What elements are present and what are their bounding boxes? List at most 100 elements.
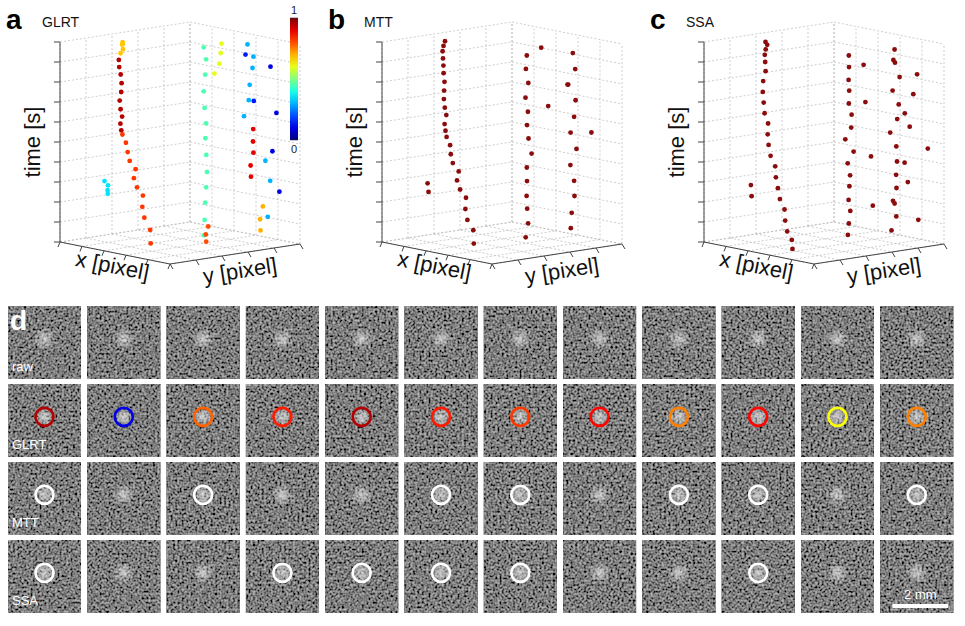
image-tile: [167, 540, 240, 613]
grid-line: [382, 182, 512, 202]
point: [776, 186, 781, 191]
particle-spot: [668, 484, 690, 506]
grid-line: [60, 182, 190, 202]
point: [203, 136, 208, 141]
point: [851, 149, 856, 154]
point: [526, 81, 531, 86]
grid-line: [112, 234, 222, 256]
particle-spot: [351, 484, 373, 506]
point: [265, 214, 270, 219]
grid-line: [190, 82, 300, 104]
point: [448, 152, 453, 157]
point: [843, 137, 848, 142]
grid-line: [578, 35, 579, 235]
grid-line: [190, 222, 300, 244]
grid-line: [726, 226, 856, 246]
point: [523, 95, 528, 100]
grid-line: [190, 162, 300, 184]
z-tick: [376, 222, 382, 223]
point: [895, 159, 900, 164]
image-tile: [325, 306, 398, 379]
point: [761, 100, 766, 105]
point: [105, 191, 110, 196]
image-noise: [642, 384, 715, 457]
particle-spot: [668, 562, 690, 584]
point: [245, 42, 250, 47]
particle-spot: [351, 328, 373, 350]
point: [251, 127, 256, 132]
point: [763, 47, 768, 52]
particle-spot: [192, 328, 214, 350]
point: [915, 72, 920, 77]
image-noise: [880, 306, 953, 379]
point: [465, 217, 470, 222]
image-tile: [8, 540, 81, 613]
point: [573, 98, 578, 103]
grid-line: [486, 226, 596, 248]
point: [116, 58, 121, 63]
detection-circle: [670, 408, 688, 426]
point: [118, 72, 123, 77]
image-tile: [405, 540, 478, 613]
z-tick: [54, 182, 60, 183]
image-noise: [801, 384, 874, 457]
point: [442, 97, 447, 102]
point: [529, 151, 534, 156]
particle-spot: [271, 484, 293, 506]
point: [895, 117, 900, 122]
point: [258, 217, 263, 222]
point: [783, 218, 788, 223]
y-tick: [300, 244, 303, 249]
colorbar-label: 0: [291, 143, 297, 155]
image-tile: [325, 540, 398, 613]
point: [846, 221, 851, 226]
point: [118, 51, 123, 56]
image-noise: [8, 306, 81, 379]
panel-letter: b: [328, 4, 345, 35]
point: [526, 221, 531, 226]
image-tile: [801, 540, 874, 613]
image-noise: [722, 306, 795, 379]
grid-line: [704, 102, 834, 122]
grid-line: [704, 82, 834, 102]
point: [768, 153, 773, 158]
grid-line: [382, 42, 512, 62]
image-noise: [722, 540, 795, 613]
image-noise: [325, 462, 398, 535]
grid-line: [512, 82, 622, 104]
detection-circle: [432, 486, 450, 504]
x-tick: [702, 242, 704, 247]
grid-line: [190, 22, 300, 44]
point: [525, 179, 530, 184]
particle-spot: [34, 562, 56, 584]
grid-line: [382, 102, 512, 122]
detection-circle: [273, 564, 291, 582]
y-tick: [814, 264, 817, 269]
particle-spot: [589, 406, 611, 428]
grid-line: [704, 222, 834, 242]
image-tile: [642, 540, 715, 613]
grid-line: [512, 142, 622, 164]
particle-spot: [747, 406, 769, 428]
grid-line: [704, 162, 834, 182]
point: [749, 183, 754, 188]
image-tile: [405, 384, 478, 457]
point: [251, 54, 256, 59]
grid-line: [382, 202, 512, 222]
point: [132, 176, 137, 181]
point: [572, 114, 577, 119]
point: [790, 247, 795, 252]
z-tick: [698, 222, 704, 223]
image-noise: [484, 306, 557, 379]
particle-spot: [113, 562, 135, 584]
point: [426, 190, 431, 195]
particle-spot: [113, 328, 135, 350]
image-tile: [642, 384, 715, 457]
point: [268, 64, 273, 69]
image-noise: [167, 462, 240, 535]
point: [925, 146, 930, 151]
z-tick: [376, 42, 382, 43]
z-tick: [54, 242, 60, 243]
point: [572, 178, 577, 183]
point: [569, 210, 574, 215]
